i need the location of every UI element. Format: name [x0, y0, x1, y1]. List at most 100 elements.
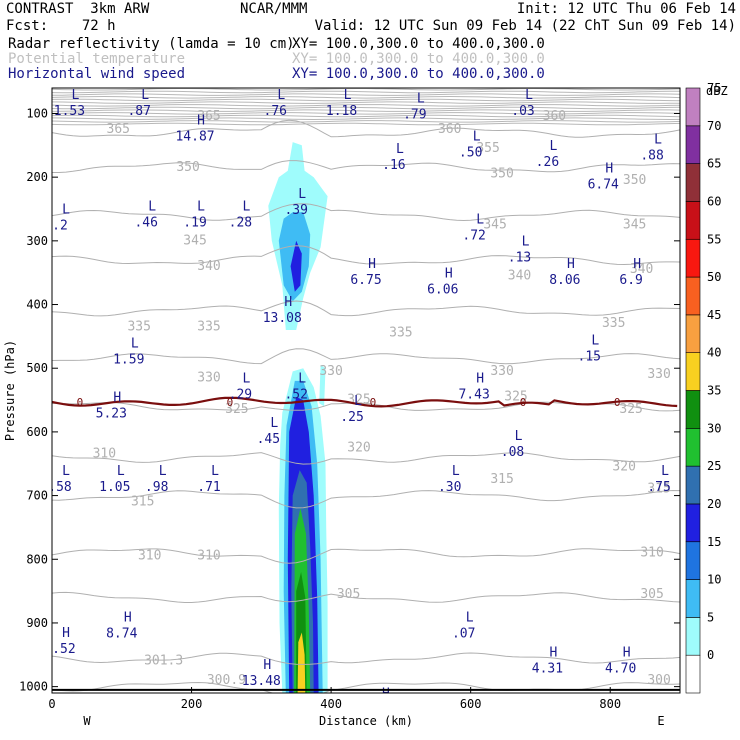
wind-speed-value: 6.06 — [427, 282, 458, 297]
wind-speed-value: .75 — [647, 480, 670, 495]
colorbar-tick-label: 50 — [707, 270, 721, 284]
theta-contour — [52, 109, 680, 112]
theta-contour — [52, 245, 680, 266]
wind-low-marker: L — [148, 200, 156, 215]
wind-speed-value: .79 — [403, 107, 426, 122]
theta-contour — [52, 112, 680, 115]
wind-high-marker: H — [476, 372, 484, 387]
wind-speed-value: 7.43 — [458, 388, 489, 403]
theta-label: 340 — [197, 259, 220, 274]
colorbar-swatch — [685, 87, 701, 127]
wind-high-marker: H — [567, 257, 575, 272]
colorbar-tick-label: 0 — [707, 648, 714, 662]
theta-label: 365 — [107, 122, 130, 137]
wind-speed-value: .76 — [264, 104, 287, 119]
y-axis-label: Pressure (hPa) — [3, 340, 17, 441]
colorbar-swatch — [685, 201, 701, 240]
colorbar-swatch — [685, 314, 701, 353]
theta-label: 305 — [640, 587, 663, 602]
east-label: E — [657, 714, 664, 728]
y-tick-label: 800 — [26, 552, 48, 566]
colorbar-swatch — [685, 276, 701, 316]
theta-contour — [52, 90, 680, 94]
theta-contour — [52, 548, 680, 564]
wind-speed-value: .46 — [134, 216, 157, 231]
wind-speed-value: 4.59 — [441, 712, 472, 727]
freezing-level-label: 0 — [614, 396, 621, 409]
y-tick-label: 400 — [26, 298, 48, 312]
colorbar-swatch — [685, 163, 701, 202]
theta-label: 325 — [619, 402, 642, 417]
wind-speed-value: 6.9 — [619, 273, 642, 288]
wind-low-marker: L — [62, 464, 70, 479]
west-label: W — [83, 714, 91, 728]
field-name-wind: Horizontal wind speed — [8, 66, 186, 82]
wind-speed-value: 6.74 — [588, 177, 619, 192]
wind-speed-value: 1.18 — [326, 104, 357, 119]
wind-low-marker: L — [298, 187, 306, 202]
theta-label: 310 — [640, 545, 663, 560]
colorbar-tick-label: 15 — [707, 535, 721, 549]
field-name-reflectivity: Radar reflectivity (lamda = 10 cm) — [8, 36, 295, 52]
colorbar-unit: dBZ — [706, 84, 728, 98]
colorbar-tick-label: 20 — [707, 497, 721, 511]
x-tick-label: 800 — [599, 697, 621, 711]
model-center: NCAR/MMM — [240, 1, 308, 17]
theta-contour — [52, 591, 680, 603]
theta-label: 301.3 — [144, 654, 183, 669]
theta-contour — [52, 104, 680, 107]
colorbar-swatch — [685, 541, 701, 580]
wind-speed-value: 1.53 — [54, 104, 85, 119]
theta-label: 320 — [347, 440, 370, 455]
y-tick-label: 200 — [26, 170, 48, 184]
field-name-theta: Potential temperature — [8, 51, 186, 67]
wind-low-marker: L — [117, 464, 125, 479]
x-axis-label: Distance (km) — [319, 714, 413, 728]
reflectivity-area-20dbz — [290, 240, 302, 292]
wind-speed-value: .25 — [340, 410, 363, 425]
theta-contour — [52, 120, 680, 123]
plot-frame — [51, 87, 681, 694]
theta-label: 310 — [197, 549, 220, 564]
wind-low-marker: L — [298, 372, 306, 387]
wind-speed-value: .72 — [462, 228, 485, 243]
colorbar-swatch — [685, 579, 701, 618]
wind-high-marker: H — [263, 658, 271, 673]
wind-speed-value: .08 — [501, 445, 524, 460]
wind-high-marker: H — [113, 391, 121, 406]
x-tick-label: 0 — [48, 697, 55, 711]
theta-label: 360 — [438, 122, 461, 137]
wind-speed-value: .71 — [197, 480, 220, 495]
x-tick-label: 600 — [460, 697, 482, 711]
theta-label: 330 — [490, 364, 513, 379]
y-tick-label: 700 — [26, 489, 48, 503]
theta-label: 305 — [337, 587, 360, 602]
reflectivity-area-40dbz — [297, 632, 306, 693]
freezing-level-label: 0 — [520, 396, 527, 409]
theta-contour — [52, 160, 680, 173]
theta-label: 350 — [176, 160, 199, 175]
wind-speed-value: .03 — [511, 104, 534, 119]
colorbar-swatch — [685, 503, 701, 543]
chart-title: CONTRAST 3km ARW — [6, 1, 150, 17]
theta-contour — [52, 348, 680, 365]
colorbar-swatch — [685, 125, 701, 164]
colorbar-tick-label: 30 — [707, 421, 721, 435]
wind-speed-value: 13.48 — [242, 674, 281, 689]
wind-low-marker: L — [417, 91, 425, 106]
wind-speed-value: 1.59 — [113, 352, 144, 367]
theta-label: 300.9 — [207, 673, 246, 688]
wind-low-marker: L — [159, 464, 167, 479]
theta-label: 320 — [612, 459, 635, 474]
wind-speed-value: .2 — [52, 219, 68, 234]
reflectivity-area-5dbz — [319, 365, 326, 407]
wind-speed-value: 8.06 — [549, 273, 580, 288]
theta-label: 330 — [647, 367, 670, 382]
wind-speed-value: .15 — [578, 349, 601, 364]
wind-low-marker: L — [211, 464, 219, 479]
theta-contour — [52, 452, 680, 465]
colorbar-tick-label: 5 — [707, 610, 714, 624]
wind-speed-value: 4.70 — [605, 661, 636, 676]
theta-label: 345 — [183, 233, 206, 248]
theta-label: 325 — [504, 389, 527, 404]
